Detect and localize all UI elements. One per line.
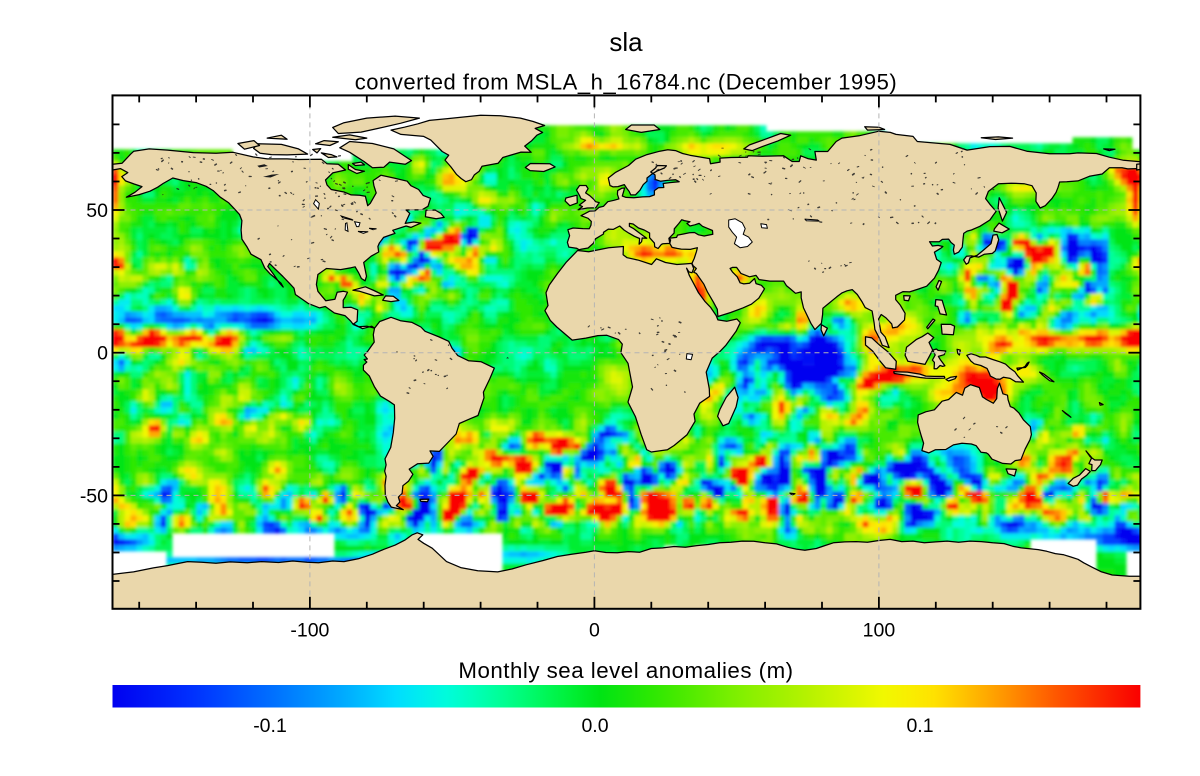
svg-text:100: 100 [863, 620, 896, 642]
svg-text:50: 50 [86, 200, 108, 222]
svg-text:-0.1: -0.1 [253, 715, 287, 737]
svg-text:0: 0 [589, 620, 600, 642]
svg-text:-100: -100 [290, 620, 329, 642]
svg-text:0.1: 0.1 [906, 715, 933, 737]
svg-text:converted from MSLA_h_16784.nc: converted from MSLA_h_16784.nc (December… [355, 70, 898, 95]
svg-text:0: 0 [97, 343, 108, 365]
svg-text:-50: -50 [80, 485, 108, 507]
svg-text:Monthly sea level anomalies (m: Monthly sea level anomalies (m) [458, 658, 793, 683]
svg-text:sla: sla [609, 27, 643, 57]
svg-text:0.0: 0.0 [581, 715, 608, 737]
